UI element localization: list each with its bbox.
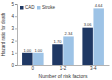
x-tick-label: 0 xyxy=(32,66,35,71)
data-label: 1.70 xyxy=(54,39,63,44)
y-axis: 0 1 2 3 4 5 xyxy=(11,2,17,68)
legend-swatch xyxy=(20,6,24,10)
bars xyxy=(22,8,104,65)
y-tick-label: 0 xyxy=(11,63,14,68)
data-label: 2.34 xyxy=(65,31,74,36)
y-tick: 4 xyxy=(11,14,17,19)
x-axis: 0 1-2 3-4 xyxy=(18,65,110,71)
bar xyxy=(22,53,32,65)
y-tick-label: 3 xyxy=(11,26,14,31)
x-tick-label: 3-4 xyxy=(90,66,97,71)
data-label: 3.06 xyxy=(84,22,93,27)
x-tick: 3-4 xyxy=(90,65,97,71)
data-label: 1.00 xyxy=(23,48,32,53)
y-tick-label: 2 xyxy=(11,39,14,44)
y-tick-mark xyxy=(15,16,17,17)
legend-swatch xyxy=(37,6,41,10)
bar xyxy=(93,8,103,65)
x-tick: 1-2 xyxy=(60,65,67,71)
x-axis-title: Number of risk factors xyxy=(39,73,88,79)
data-label: 1.00 xyxy=(34,48,43,53)
y-tick-label: 1 xyxy=(11,51,14,56)
y-tick: 2 xyxy=(11,39,17,44)
y-axis-title: Hazard ratio for death xyxy=(1,12,6,56)
legend-label: CAD xyxy=(25,5,35,10)
y-tick-mark xyxy=(15,28,17,29)
y-axis-line xyxy=(15,5,18,66)
x-tick: 0 xyxy=(32,65,35,71)
y-tick: 1 xyxy=(11,51,17,56)
bar xyxy=(52,44,62,65)
y-tick: 3 xyxy=(11,26,17,31)
y-tick: 0 xyxy=(11,63,17,68)
legend-item: Stroke xyxy=(37,5,56,10)
legend-label: Stroke xyxy=(42,5,56,10)
plot: 1.00 1.70 3.06 1.00 2.34 4.64 0 1 2 3 4 5 0 1-2 3-4 CAD… xyxy=(11,2,109,71)
bar xyxy=(63,36,73,65)
y-tick-mark xyxy=(15,53,17,54)
y-tick-mark xyxy=(15,4,17,5)
y-tick-label: 4 xyxy=(11,14,14,19)
bar xyxy=(33,53,43,65)
bar xyxy=(82,28,92,65)
y-tick: 5 xyxy=(11,2,17,7)
chart: 1.00 1.70 3.06 1.00 2.34 4.64 0 1 2 3 4 5 0 1-2 3-4 CAD… xyxy=(0,0,112,80)
data-labels: 1.00 1.70 3.06 1.00 2.34 4.64 xyxy=(23,3,103,52)
legend: CAD Stroke xyxy=(20,5,56,10)
x-tick-label: 1-2 xyxy=(60,66,67,71)
y-tick-mark xyxy=(15,41,17,42)
data-label: 4.64 xyxy=(95,3,104,8)
y-tick-mark xyxy=(15,65,17,66)
y-tick-label: 5 xyxy=(11,2,14,7)
legend-item: CAD xyxy=(20,5,35,10)
